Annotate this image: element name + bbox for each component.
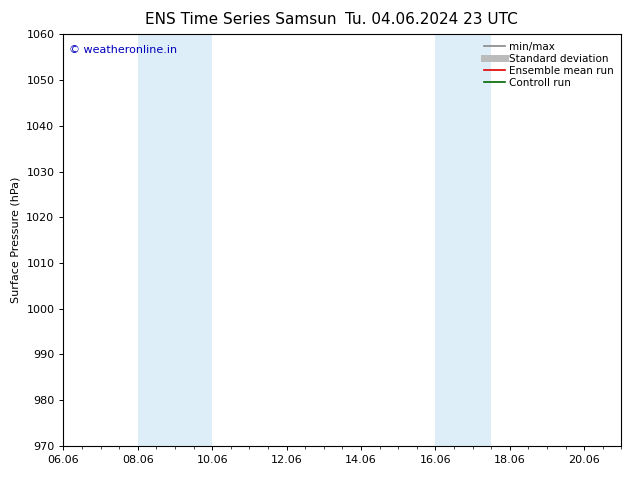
Text: ENS Time Series Samsun: ENS Time Series Samsun (145, 12, 337, 27)
Bar (138, 34, 212, 446)
Legend: min/max, Standard deviation, Ensemble mean run, Controll run: min/max, Standard deviation, Ensemble me… (482, 40, 616, 90)
Text: © weatheronline.in: © weatheronline.in (69, 45, 177, 54)
Text: Tu. 04.06.2024 23 UTC: Tu. 04.06.2024 23 UTC (345, 12, 517, 27)
Y-axis label: Surface Pressure (hPa): Surface Pressure (hPa) (11, 177, 21, 303)
Bar (436, 34, 491, 446)
